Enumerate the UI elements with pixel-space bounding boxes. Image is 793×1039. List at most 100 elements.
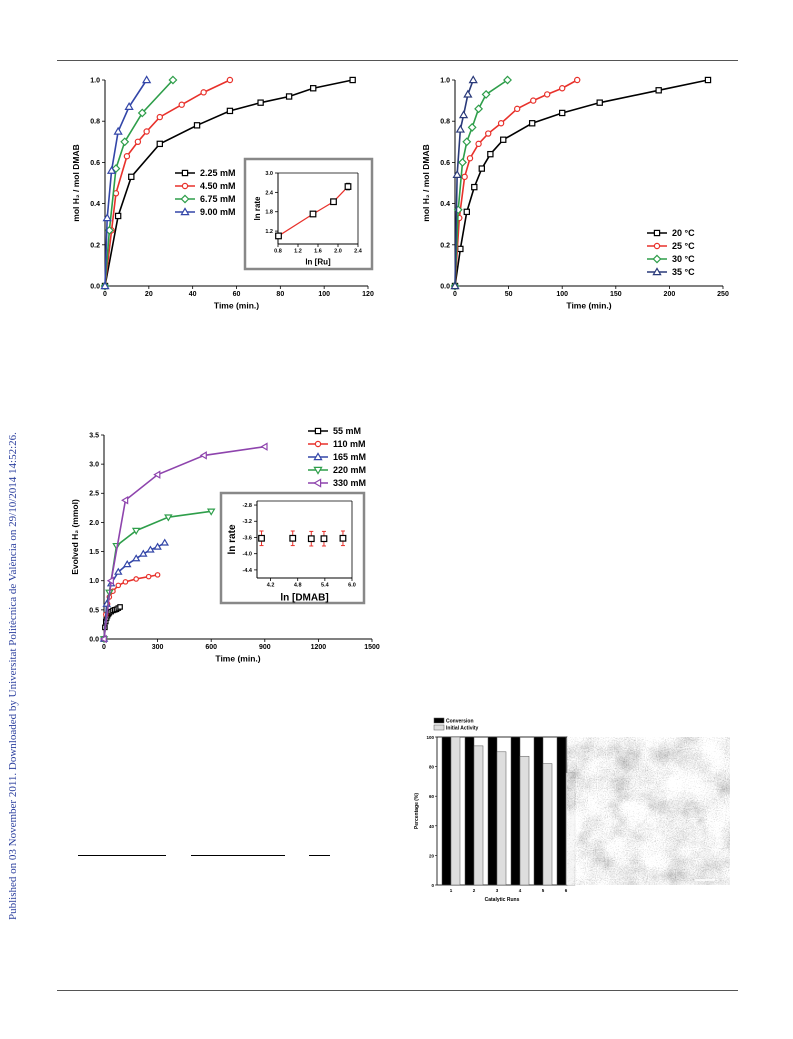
figC-inset-data-point bbox=[339, 534, 347, 542]
figC-legend-marker bbox=[314, 440, 322, 448]
figC-legend-marker bbox=[313, 452, 323, 461]
figD-bar bbox=[510, 736, 521, 886]
figB-data-point bbox=[466, 155, 474, 162]
figC-y-tick-label: 3.0 bbox=[89, 462, 99, 469]
figD-x-axis-label: Catalytic Runs bbox=[485, 897, 520, 903]
figA-x-tick-label: 80 bbox=[276, 291, 284, 298]
figD-x-tick-label: 4 bbox=[519, 888, 522, 893]
figA-data-point bbox=[257, 99, 264, 106]
figC-y-tick-label: 3.5 bbox=[89, 432, 99, 439]
figA-inset-frame bbox=[243, 157, 374, 271]
figC-data-point bbox=[199, 451, 207, 460]
figA-data-point bbox=[123, 153, 131, 160]
figC-legend-marker bbox=[313, 478, 322, 488]
figB-y-tick-label: 1.0 bbox=[440, 77, 450, 84]
figA-legend-marker bbox=[180, 194, 190, 204]
figD-bar bbox=[533, 736, 544, 886]
figC-inset-frame bbox=[219, 491, 366, 605]
figA-data-point bbox=[193, 122, 201, 129]
download-notice-text: Published on 03 November 2011. Downloade… bbox=[7, 432, 19, 920]
figB-legend-label: 20 °C bbox=[672, 228, 695, 238]
figA-data-point bbox=[285, 93, 293, 100]
figC-y-axis-label: Evolved H₂ (mmol) bbox=[70, 499, 80, 575]
figA-data-point bbox=[226, 107, 234, 115]
figC-data-point bbox=[160, 538, 169, 546]
figA-x-tick-label: 100 bbox=[318, 291, 330, 298]
figA-data-point bbox=[124, 101, 134, 110]
figC-y-tick-label: 1.5 bbox=[89, 549, 99, 556]
figC-inset-data-point bbox=[258, 534, 265, 542]
figC-data-point bbox=[122, 560, 132, 568]
header-rule bbox=[57, 60, 738, 61]
figC-data-point bbox=[146, 545, 155, 553]
figD-y-axis-label: Percentage (%) bbox=[414, 793, 420, 829]
figA-data-point bbox=[226, 76, 234, 84]
figA-legend-label: 2.25 mM bbox=[200, 168, 236, 178]
figA-legend-label: 4.50 mM bbox=[200, 181, 236, 191]
figB-data-point bbox=[559, 109, 566, 117]
figD-bar bbox=[487, 736, 498, 886]
figB-data-point bbox=[461, 173, 468, 181]
figB-data-point bbox=[485, 130, 492, 137]
figA-legend-label: 9.00 mM bbox=[200, 207, 236, 217]
figC-x-tick-label: 900 bbox=[259, 644, 271, 651]
figD-x-tick-label: 1 bbox=[450, 888, 453, 893]
figB-legend-label: 25 °C bbox=[672, 241, 695, 251]
figB-x-tick-label: 250 bbox=[717, 291, 729, 298]
figC-legend-label: 330 mM bbox=[333, 478, 366, 488]
figB-data-point bbox=[455, 124, 466, 133]
figB-data-point bbox=[478, 165, 485, 172]
figB-x-tick-label: 50 bbox=[505, 291, 513, 298]
figC-x-tick-label: 0 bbox=[102, 644, 106, 651]
figC-inset-x-tick-label: 6.0 bbox=[348, 583, 356, 589]
figA-inset-x-tick-label: 1.2 bbox=[294, 249, 302, 255]
blank-line-1 bbox=[78, 855, 166, 856]
figA-inset-x-tick-label: 2.0 bbox=[334, 249, 342, 255]
figC-data-point bbox=[154, 572, 161, 578]
figB-x-tick-label: 200 bbox=[664, 291, 676, 298]
blank-line-3 bbox=[309, 855, 330, 856]
figB-x-axis-label: Time (min.) bbox=[566, 301, 611, 311]
figA-x-axis-label: Time (min.) bbox=[214, 301, 259, 311]
figC-data-point bbox=[121, 496, 129, 505]
figD-y-tick-label: 100 bbox=[426, 735, 434, 740]
figA-inset-x-tick-label: 0.8 bbox=[274, 249, 282, 255]
figC-y-tick-label: 0.5 bbox=[89, 607, 99, 614]
figA-inset-data-point bbox=[309, 210, 317, 218]
figC-data-point bbox=[164, 514, 173, 522]
figA-data-point bbox=[137, 108, 147, 118]
figB-data-point bbox=[467, 122, 477, 132]
figB-data-point bbox=[500, 136, 507, 143]
figA-y-axis-label: mol H₂ / mol DMAB bbox=[71, 144, 81, 221]
figC-y-tick-label: 2.5 bbox=[89, 491, 99, 498]
figA-inset-y-tick-label: 1.8 bbox=[265, 210, 273, 216]
figB-x-tick-label: 150 bbox=[610, 291, 622, 298]
figC-y-tick-label: 2.0 bbox=[89, 520, 99, 527]
footer-rule bbox=[57, 990, 738, 991]
figB-data-point bbox=[458, 110, 469, 119]
figure-catalytic-runs: 0 20 40 60 80 100 1 2 3 4 5 6 Catalytic Runs Percenta… bbox=[412, 715, 732, 915]
figB-data-point bbox=[530, 97, 537, 104]
figC-data-point bbox=[133, 576, 139, 582]
figC-legend-marker bbox=[313, 466, 323, 475]
figA-x-tick-label: 120 bbox=[362, 291, 374, 298]
figD-bar bbox=[450, 736, 461, 886]
figD-x-tick-label: 5 bbox=[542, 888, 545, 893]
figA-inset-y-axis-label: ln rate bbox=[253, 196, 262, 221]
figA-y-tick-label: 0.6 bbox=[90, 160, 100, 167]
figB-data-point bbox=[704, 76, 712, 84]
figA-data-point bbox=[156, 113, 163, 121]
figA-legend-marker bbox=[180, 207, 190, 216]
figB-legend-label: 35 °C bbox=[672, 267, 695, 277]
figD-bar bbox=[542, 763, 553, 886]
chart-catalytic-runs: 0 20 40 60 80 100 1 2 3 4 5 6 Catalytic Runs Percenta… bbox=[414, 717, 730, 903]
figD-legend-label: Initial Activity bbox=[446, 726, 479, 732]
figB-data-point bbox=[543, 91, 551, 98]
figC-inset-data-point bbox=[289, 534, 297, 542]
figA-inset-data-point bbox=[344, 183, 352, 190]
figD-legend-swatch bbox=[433, 724, 445, 731]
figB-data-point bbox=[528, 120, 536, 127]
figA-data-point bbox=[156, 140, 163, 148]
figA-data-point bbox=[310, 85, 317, 92]
figB-data-point bbox=[471, 183, 478, 191]
